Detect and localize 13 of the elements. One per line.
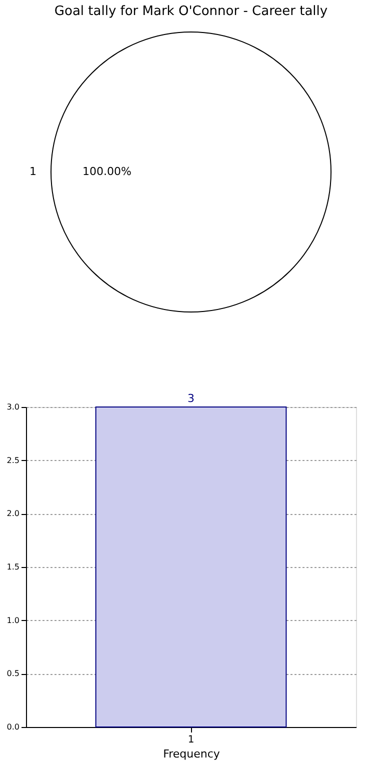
- data-label: 3: [188, 392, 194, 405]
- y-tick-label: 1.0: [6, 616, 20, 625]
- data-label: 100.00%: [82, 165, 132, 178]
- chart-title: Goal tally for Mark O'Connor - Career tally: [54, 4, 328, 19]
- y-tick-label: 1.5: [6, 562, 20, 572]
- slice-label: 1: [30, 165, 36, 178]
- y-tick-label: 0.0: [6, 722, 20, 732]
- y-tick-label: 3.0: [6, 402, 20, 412]
- legend-label: 1: [188, 734, 194, 746]
- y-tick-label: 2.5: [6, 456, 20, 465]
- y-tick-label: 2.0: [6, 509, 20, 518]
- x-axis-title: Frequency: [163, 748, 220, 760]
- y-tick-label: 0.5: [6, 669, 20, 678]
